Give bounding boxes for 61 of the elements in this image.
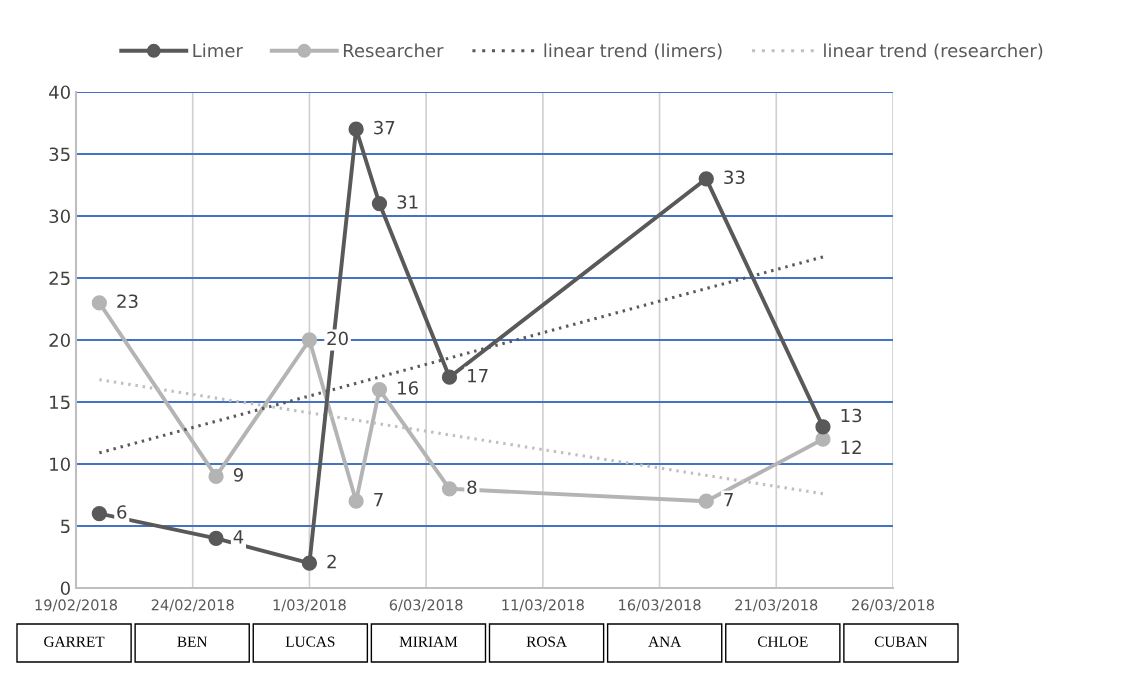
- data-label: 6: [117, 505, 127, 519]
- point: [698, 493, 714, 509]
- data-label: 20: [327, 331, 348, 346]
- data-label: 13: [841, 408, 862, 423]
- data-label: 2: [327, 554, 336, 569]
- data-label: 4: [233, 530, 244, 544]
- text: LUCAS: [285, 636, 335, 647]
- y-tick-label: 0: [60, 581, 70, 596]
- legend-label: Limer: [193, 43, 243, 58]
- point: [301, 555, 318, 571]
- x-tick-label: 19/02/2018: [35, 599, 118, 612]
- y-tick-label: 35: [49, 147, 70, 162]
- point: [91, 295, 107, 311]
- point: [208, 530, 224, 547]
- point: [371, 195, 388, 212]
- y-tick-label: 30: [49, 209, 70, 224]
- point: [815, 431, 831, 447]
- point: [208, 468, 224, 485]
- data-label: 16: [398, 381, 418, 395]
- x-tick-label: 16/03/2018: [619, 599, 701, 612]
- data-label: 33: [724, 170, 745, 185]
- legend-label: linear trend (researcher): [824, 43, 1043, 60]
- point: [698, 171, 714, 187]
- data-label: 7: [724, 493, 733, 507]
- text: CHLOE: [757, 636, 808, 647]
- point: [348, 493, 364, 509]
- point: [348, 121, 364, 137]
- text: CUBAN: [874, 636, 928, 647]
- point: [301, 332, 318, 348]
- text: GARRET: [44, 636, 105, 647]
- legend-label: linear trend (limers): [544, 43, 722, 60]
- y-tick-label: 5: [61, 519, 70, 534]
- text: ANA: [648, 636, 682, 647]
- x-tick-label: 1/03/2018: [273, 599, 346, 612]
- x-tick-label: 11/03/2018: [502, 599, 584, 612]
- data-label: 7: [374, 493, 383, 507]
- data-label: 8: [467, 480, 477, 495]
- point: [371, 381, 388, 398]
- point: [815, 419, 831, 435]
- y-tick-label: 20: [49, 333, 70, 348]
- data-label: 17: [468, 369, 488, 383]
- x-tick-label: 24/02/2018: [151, 599, 234, 612]
- data-label: 37: [374, 120, 395, 135]
- data-label: 31: [397, 195, 418, 209]
- x-tick-label: 26/03/2018: [852, 599, 935, 612]
- y-tick-label: 25: [49, 271, 70, 286]
- point: [91, 505, 107, 522]
- x-tick-label: 6/03/2018: [389, 599, 463, 612]
- y-tick-label: 15: [50, 395, 70, 410]
- point: [441, 369, 458, 385]
- y-tick-label: 10: [50, 457, 70, 472]
- data-label: 23: [117, 294, 138, 309]
- legend-label: Researcher: [343, 43, 444, 58]
- y-tick-label: 40: [49, 85, 70, 100]
- text: MIRIAM: [399, 636, 458, 647]
- text: ROSA: [526, 636, 567, 647]
- data-label: 12: [841, 440, 861, 454]
- data-label: 9: [233, 467, 243, 482]
- x-tick-label: 21/03/2018: [735, 599, 818, 612]
- text: BEN: [177, 636, 208, 647]
- point: [441, 481, 458, 497]
